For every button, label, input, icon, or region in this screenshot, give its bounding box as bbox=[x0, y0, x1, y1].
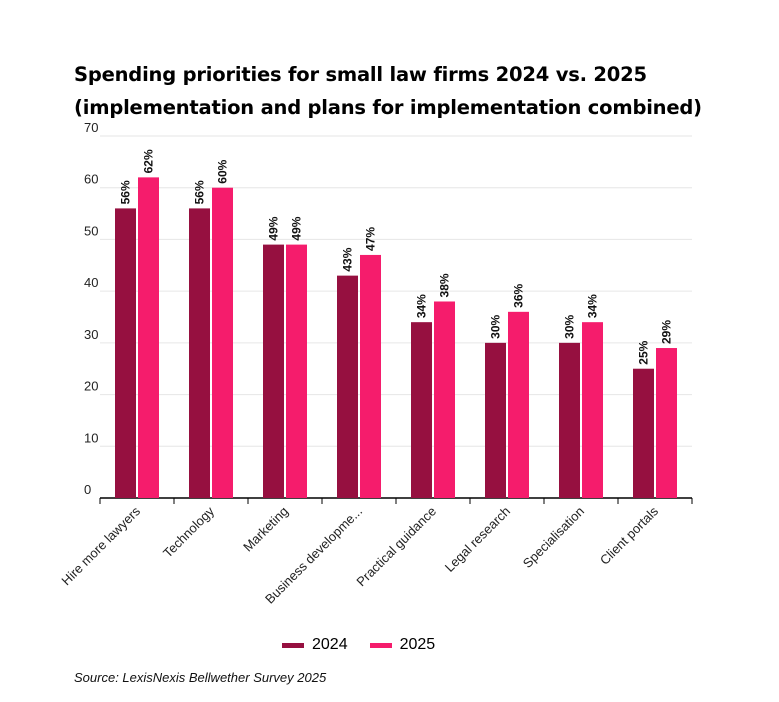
y-tick-label: 0 bbox=[84, 482, 91, 497]
bar-2024 bbox=[189, 208, 210, 498]
data-label-2024: 56% bbox=[193, 180, 207, 204]
legend-item-2025: 2025 bbox=[369, 636, 436, 654]
x-category-label: Technology bbox=[160, 503, 217, 560]
bar-2025 bbox=[360, 254, 381, 498]
source-note: Source: LexisNexis Bellwether Survey 202… bbox=[74, 670, 327, 685]
bar-2025 bbox=[434, 301, 455, 498]
y-tick-label: 60 bbox=[84, 172, 98, 187]
data-label-2025: 38% bbox=[438, 273, 452, 297]
bar-2024 bbox=[559, 342, 580, 498]
y-tick-label: 50 bbox=[84, 223, 98, 238]
data-label-2024: 56% bbox=[119, 180, 133, 204]
bar-2025 bbox=[656, 348, 677, 498]
bar-2025 bbox=[582, 322, 603, 498]
bar-chart: 0 10 20 30 40 50 60 70 56% 62% Hire more lawyers 56… bbox=[58, 120, 693, 607]
bar-2025 bbox=[138, 177, 159, 498]
x-category-label: Practical guidance bbox=[353, 504, 439, 590]
y-tick-label: 30 bbox=[84, 327, 98, 342]
legend-swatch-2024 bbox=[282, 642, 304, 648]
legend-item-2024: 2024 bbox=[282, 636, 348, 654]
data-label-2024: 30% bbox=[563, 315, 577, 339]
data-label-2024: 25% bbox=[637, 340, 651, 364]
data-label-2025: 49% bbox=[290, 216, 304, 240]
bar-2025 bbox=[508, 311, 529, 498]
y-tick-label: 40 bbox=[84, 275, 98, 290]
x-category-label: Marketing bbox=[240, 504, 291, 555]
data-label-2024: 43% bbox=[341, 247, 355, 271]
bar-2024 bbox=[263, 244, 284, 498]
bar-2024 bbox=[633, 368, 654, 498]
legend-swatch-2025 bbox=[369, 642, 392, 648]
bar-2025 bbox=[212, 187, 233, 498]
y-tick-label: 20 bbox=[84, 379, 98, 394]
data-label-2024: 34% bbox=[415, 294, 429, 318]
data-label-2025: 62% bbox=[142, 149, 156, 173]
bar-2024 bbox=[485, 342, 506, 498]
legend-label-2024: 2024 bbox=[312, 636, 348, 653]
data-label-2025: 60% bbox=[216, 159, 230, 183]
data-label-2025: 29% bbox=[660, 320, 674, 344]
data-label-2025: 34% bbox=[586, 294, 600, 318]
x-category-label: Client portals bbox=[597, 503, 662, 568]
bar-2025 bbox=[286, 244, 307, 498]
data-label-2025: 36% bbox=[512, 283, 526, 307]
y-tick-label: 70 bbox=[84, 120, 98, 135]
data-label-2024: 49% bbox=[267, 216, 281, 240]
legend-label-2025: 2025 bbox=[399, 636, 436, 653]
data-label-2025: 47% bbox=[364, 227, 378, 251]
x-category-label: Specialisation bbox=[520, 504, 587, 571]
chart-title: Spending priorities for small law firms … bbox=[74, 58, 754, 124]
bar-2024 bbox=[337, 275, 358, 498]
chart-title-line-1: Spending priorities for small law firms … bbox=[74, 63, 647, 86]
x-category-label: Legal research bbox=[442, 504, 513, 575]
y-tick-label: 10 bbox=[84, 430, 98, 445]
bar-2024 bbox=[411, 322, 432, 498]
chart-title-line-2: (implementation and plans for implementa… bbox=[74, 96, 702, 119]
legend: 2024 2025 bbox=[282, 636, 435, 654]
bar-2024 bbox=[115, 208, 136, 498]
data-label-2024: 30% bbox=[489, 315, 503, 339]
x-category-label: Hire more lawyers bbox=[58, 503, 143, 588]
